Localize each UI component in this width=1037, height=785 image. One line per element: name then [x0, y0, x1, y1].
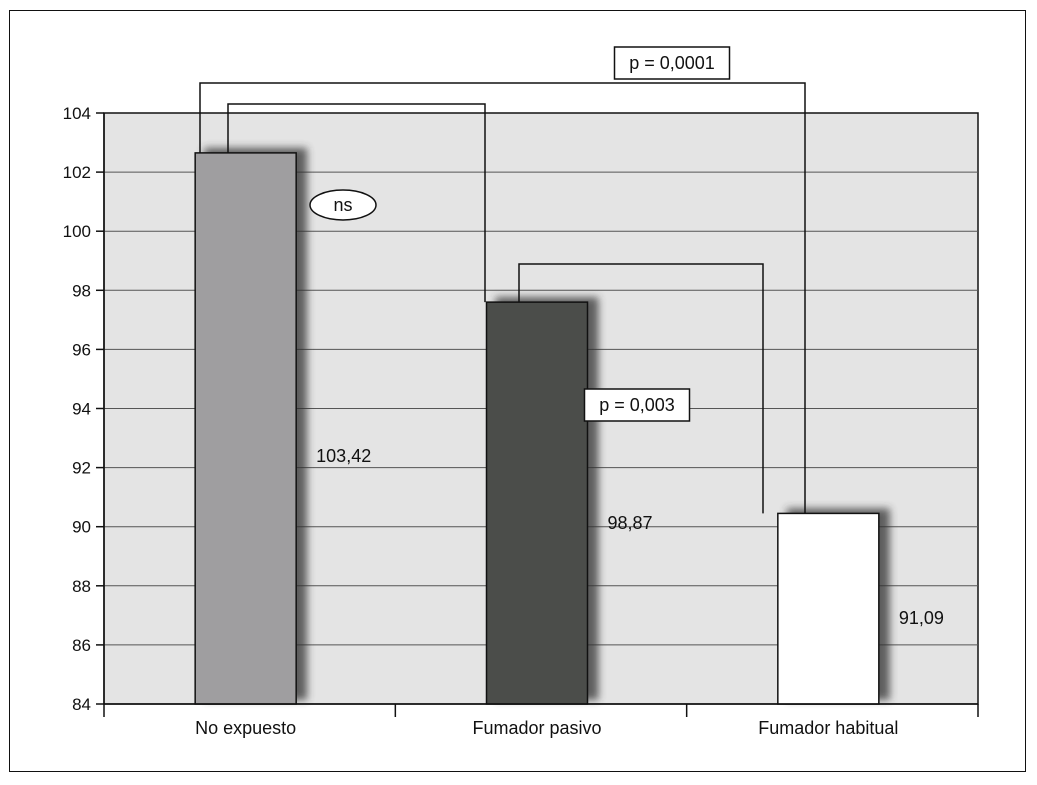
bar [485, 301, 589, 705]
p-value-label: p = 0,0001 [629, 53, 715, 73]
significance-brackets: p = 0,0001 ns p = 0,003 [199, 46, 806, 514]
significance-bracket [518, 263, 764, 514]
bar [777, 512, 880, 705]
figure-frame [9, 10, 1026, 772]
ns-label: ns [333, 195, 352, 215]
y-tick-label: 88 [72, 577, 91, 596]
p-value-label: p = 0,003 [599, 395, 675, 415]
y-tick-label: 100 [63, 222, 91, 241]
y-tick-label: 96 [72, 340, 91, 359]
category-label: No expuesto [195, 718, 296, 738]
y-tick-label: 84 [72, 695, 91, 714]
significance-bracket [199, 82, 806, 514]
x-axis: No expuesto Fumador pasivo Fumador habitua… [103, 703, 979, 738]
y-tick-label: 90 [72, 518, 91, 537]
category-label: Fumador pasivo [472, 718, 601, 738]
y-tick-label: 102 [63, 163, 91, 182]
data-label: 98,87 [608, 513, 653, 533]
significance-bracket [227, 103, 486, 303]
y-tick-label: 94 [72, 400, 91, 419]
bars [194, 152, 880, 705]
p-value-box [613, 46, 731, 80]
data-label: 103,42 [316, 446, 371, 466]
ns-ellipse [309, 189, 377, 221]
y-tick-label: 92 [72, 459, 91, 478]
y-tick-label: 86 [72, 636, 91, 655]
data-labels: 103,42 98,87 91,09 [316, 446, 944, 628]
data-label: 91,09 [899, 608, 944, 628]
p-value-box [583, 388, 691, 422]
y-tick-label: 98 [72, 281, 91, 300]
y-axis: 84 86 88 90 92 94 96 98 100 102 104 [63, 104, 105, 714]
bar [194, 152, 297, 705]
y-tick-label: 104 [63, 104, 91, 123]
category-label: Fumador habitual [758, 718, 898, 738]
